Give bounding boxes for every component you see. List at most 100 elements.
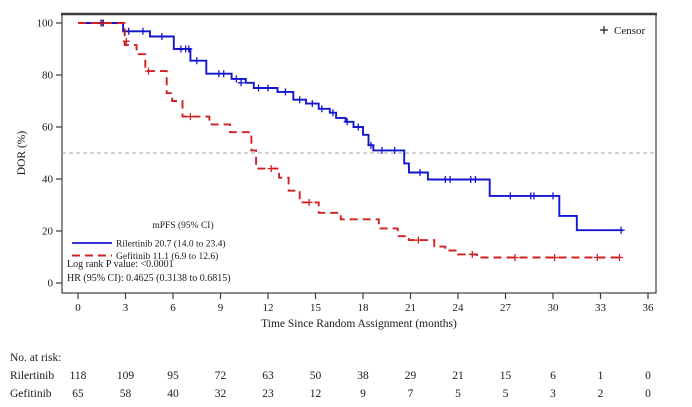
at-risk-value-gefitinib: 40 — [167, 388, 179, 400]
at-risk-value-rilertinib: 109 — [117, 370, 135, 382]
rilertinib-curve — [78, 22, 623, 232]
gefitinib-censor-mark — [122, 37, 130, 45]
y-tick-label: 60 — [42, 122, 54, 134]
at-risk-value-gefitinib: 5 — [503, 388, 509, 400]
x-tick-label: 0 — [75, 302, 81, 314]
rilertinib-censor-mark — [255, 84, 262, 92]
rilertinib-censor-mark — [220, 70, 228, 78]
at-risk-title: No. at risk: — [10, 352, 61, 364]
rilertinib-censor-mark — [139, 27, 147, 35]
y-tick-label: 80 — [42, 70, 54, 82]
rilertinib-censor-mark — [329, 109, 337, 117]
rilertinib-censor-mark — [617, 226, 625, 234]
at-risk-value-gefitinib: 12 — [310, 388, 322, 400]
rilertinib-censor-mark — [125, 27, 133, 35]
rilertinib-censor-mark — [506, 192, 514, 200]
x-tick-label: 30 — [548, 302, 560, 314]
rilertinib-censor-mark — [237, 79, 245, 87]
rilertinib-censor-mark — [446, 176, 454, 183]
at-risk-value-rilertinib: 50 — [310, 370, 322, 382]
rilertinib-censor-mark — [367, 141, 375, 149]
x-tick-label: 6 — [170, 302, 176, 314]
series-legend-header: mPFS (95% CI) — [152, 220, 213, 231]
censor-legend-label: Censor — [614, 25, 646, 37]
rilertinib-censor-mark — [391, 146, 399, 154]
gefitinib-censor-mark — [186, 113, 194, 121]
gefitinib-censor-mark — [98, 19, 106, 27]
x-tick-label: 24 — [453, 302, 465, 314]
rilertinib-censor-mark — [185, 45, 193, 53]
at-risk-value-rilertinib: 15 — [500, 370, 512, 382]
at-risk-value-gefitinib: 58 — [120, 388, 132, 400]
at-risk-value-rilertinib: 63 — [262, 370, 274, 382]
rilertinib-censor-mark — [308, 100, 316, 108]
gefitinib-censor-mark — [551, 254, 559, 261]
x-tick-label: 15 — [310, 302, 322, 314]
at-risk-value-rilertinib: 6 — [550, 370, 556, 382]
at-risk-value-gefitinib: 7 — [408, 388, 414, 400]
x-tick-label: 21 — [405, 302, 416, 314]
rilertinib-censor-mark — [549, 192, 557, 200]
y-tick-label: 100 — [37, 18, 54, 30]
at-risk-value-rilertinib: 29 — [405, 370, 417, 382]
rilertinib-censor-mark — [416, 169, 424, 176]
rilertinib-censor-mark — [471, 176, 479, 183]
at-risk-value-rilertinib: 0 — [645, 370, 651, 382]
y-tick-label: 20 — [42, 226, 54, 238]
censor-plus-icon — [600, 26, 608, 34]
rilertinib-censor-mark — [158, 33, 166, 40]
x-tick-label: 27 — [500, 302, 512, 314]
at-risk-value-rilertinib: 38 — [357, 370, 369, 382]
x-tick-label: 12 — [263, 302, 274, 314]
y-axis-title: DOR (%) — [16, 131, 28, 176]
rilertinib-censor-mark — [343, 118, 351, 126]
rilertinib-censor-mark — [264, 84, 272, 92]
y-tick-label: 0 — [48, 278, 54, 290]
at-risk-value-rilertinib: 72 — [215, 370, 227, 382]
gefitinib-legend-label: Gefitinib 11.1 (6.9 to 12.6) — [116, 251, 218, 262]
at-risk-value-rilertinib: 21 — [452, 370, 464, 382]
gefitinib-censor-mark — [468, 250, 476, 258]
at-risk-value-gefitinib: 9 — [360, 388, 366, 400]
at-risk-value-rilertinib: 118 — [70, 370, 87, 382]
at-risk-value-gefitinib: 2 — [598, 388, 604, 400]
at-risk-value-gefitinib: 0 — [645, 388, 651, 400]
at-risk-value-rilertinib: 95 — [167, 370, 179, 382]
at-risk-value-rilertinib: 1 — [598, 370, 604, 382]
rilertinib-censor-mark — [193, 57, 201, 65]
at-risk-row-label-rilertinib: Rilertinib — [10, 370, 54, 382]
rilertinib-censor-mark — [296, 96, 304, 104]
at-risk-row-label-gefitinib: Gefitinib — [10, 388, 52, 400]
gefitinib-censor-mark — [305, 198, 313, 206]
rilertinib-censor-mark — [530, 192, 538, 200]
rilertinib-censor-mark — [281, 88, 289, 96]
x-tick-label: 3 — [123, 302, 129, 314]
gefitinib-curve — [78, 22, 622, 259]
x-tick-label: 18 — [358, 302, 370, 314]
hazard-ratio-text: HR (95% CI): 0.4625 (0.3138 to 0.6815) — [67, 273, 231, 284]
gefitinib-censor-mark — [145, 67, 152, 75]
gefitinib-censor-mark — [593, 254, 601, 261]
rilertinib-censor-mark — [378, 146, 386, 154]
rilertinib-legend-label: Rilertinib 20.7 (14.0 to 23.4) — [116, 239, 226, 250]
at-risk-value-gefitinib: 32 — [215, 388, 227, 400]
logrank-pvalue-text: Log rank P value: <0.0001 — [67, 259, 174, 270]
rilertinib-censor-mark — [318, 105, 326, 113]
at-risk-value-gefitinib: 5 — [455, 388, 461, 400]
x-tick-label: 36 — [643, 302, 655, 314]
at-risk-value-gefitinib: 65 — [72, 388, 84, 400]
at-risk-value-gefitinib: 23 — [262, 388, 274, 400]
y-tick-label: 40 — [42, 174, 54, 186]
x-tick-label: 9 — [218, 302, 224, 314]
at-risk-value-gefitinib: 3 — [550, 388, 556, 400]
x-tick-label: 33 — [595, 302, 607, 314]
gefitinib-censor-mark — [511, 254, 519, 261]
gefitinib-censor-mark — [267, 165, 275, 173]
series-legend: mPFS (95% CI) Rilertinib 20.7 (14.0 to 2… — [72, 220, 226, 262]
rilertinib-censor-mark — [232, 75, 240, 83]
censor-legend: Censor — [600, 25, 646, 37]
rilertinib-censor-mark — [354, 123, 362, 131]
